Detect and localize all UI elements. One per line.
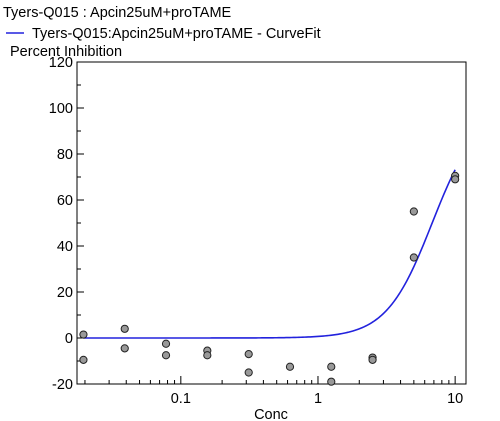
data-point — [327, 377, 336, 386]
data-point — [285, 362, 295, 371]
data-point — [409, 207, 418, 216]
data-point — [161, 351, 171, 360]
y-tick-label: 60 — [57, 193, 73, 209]
y-tick-label: 120 — [49, 55, 73, 71]
data-point — [244, 350, 253, 359]
y-tick-label: -20 — [52, 377, 73, 393]
data-point — [120, 344, 129, 353]
data-point — [327, 362, 336, 371]
data-point — [409, 253, 418, 262]
data-point — [79, 330, 88, 339]
x-tick-label: 10 — [447, 391, 463, 407]
y-tick-label: 20 — [57, 285, 73, 301]
y-tick-label: 80 — [57, 147, 73, 163]
legend-entry-label: Tyers-Q015:Apcin25uM+proTAME - CurveFit — [32, 26, 321, 42]
data-point — [161, 339, 171, 348]
data-point — [120, 324, 129, 333]
y-axis-label: Percent Inhibition — [10, 44, 122, 60]
y-tick-label: 40 — [57, 239, 73, 255]
data-points — [79, 171, 460, 386]
x-tick-label: 0.1 — [171, 391, 191, 407]
x-axis-label: Conc — [254, 407, 288, 421]
x-axis: 0.1 1 10 — [84, 376, 463, 407]
chart-title: Tyers-Q015 : Apcin25uM+proTAME — [3, 5, 232, 21]
data-point — [368, 355, 377, 364]
y-tick-label: 100 — [49, 101, 73, 117]
x-tick-label: 1 — [314, 391, 322, 407]
data-point — [203, 351, 212, 360]
fit-curve — [83, 169, 456, 339]
data-point — [244, 368, 253, 377]
y-axis: -20 0 20 40 60 80 100 120 — [49, 55, 84, 393]
plot-frame — [76, 61, 467, 385]
data-point — [451, 175, 460, 184]
y-tick-label: 0 — [65, 331, 73, 347]
data-point — [79, 355, 88, 364]
